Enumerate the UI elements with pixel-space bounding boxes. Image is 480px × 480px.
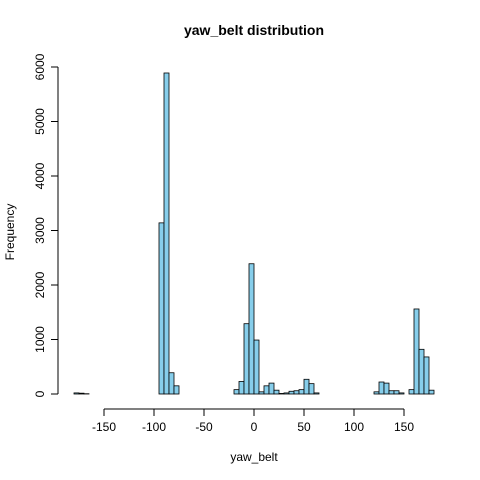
histogram-bar [418,348,425,395]
x-tick-label: 100 [344,420,364,434]
y-tick-label: 6000 [33,53,47,80]
x-tick-label: 0 [251,420,258,434]
histogram-bar [168,372,175,395]
y-tick-label: 0 [33,390,47,397]
histogram-bar [173,385,180,395]
histogram-bar [393,390,400,395]
x-tick-label: 50 [297,420,311,434]
histogram-bar [388,390,395,395]
histogram-bar [398,392,405,395]
histogram-bar [423,356,430,395]
histogram-bar [163,72,170,395]
histogram-bar [273,389,280,395]
x-tick-label: 150 [394,420,414,434]
histogram-bar [293,390,300,395]
histogram-bars [73,72,435,395]
histogram-bar [408,389,415,395]
histogram-bar [313,392,320,395]
histogram-bar [258,391,265,395]
x-axis-label: yaw_belt [230,450,278,464]
histogram-bar [268,382,275,395]
y-tick-label: 3000 [33,217,47,244]
chart-title: yaw_belt distribution [184,22,324,38]
x-tick-label: -50 [195,420,213,434]
histogram-bar [233,389,240,395]
x-axis: -150 -100 -50 0 50 100 150 [92,408,414,434]
histogram-bar [243,323,250,395]
histogram-bar [288,390,295,395]
histogram-bar [253,339,260,395]
histogram-bar [428,389,435,395]
histogram-bar [278,393,285,395]
histogram-bar [303,378,310,395]
histogram-bar [283,392,290,395]
histogram-bar [413,308,420,395]
y-tick-label: 5000 [33,108,47,135]
histogram-bar [298,389,305,395]
histogram-bar [78,392,85,395]
histogram-bar [378,381,385,395]
histogram-bar [248,263,255,395]
histogram-bar [373,391,380,395]
y-tick-label: 2000 [33,271,47,298]
y-tick-label: 1000 [33,326,47,353]
y-axis: 0 1000 2000 3000 4000 5000 6000 [33,53,59,397]
histogram-bar [238,381,245,395]
y-tick-label: 4000 [33,162,47,189]
histogram-bar [73,392,80,395]
histogram-bar [158,222,165,395]
histogram-bar [383,382,390,395]
x-tick-label: -100 [142,420,166,434]
y-axis-label: Frequency [3,204,17,261]
histogram-bar [308,383,315,395]
x-tick-label: -150 [92,420,116,434]
histogram-bar [263,385,270,395]
